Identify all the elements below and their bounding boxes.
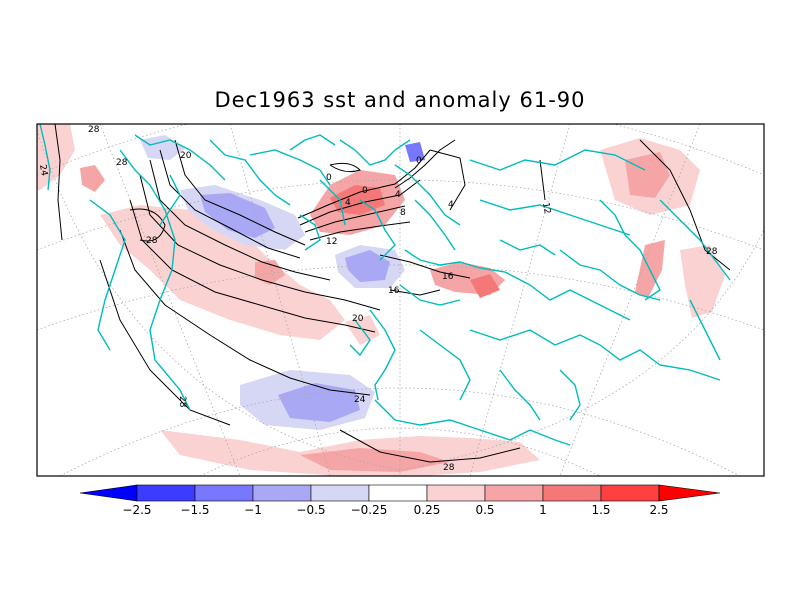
colorbar-box — [600, 484, 660, 502]
contour-label: 20 — [352, 314, 364, 324]
colorbar-left-arrow — [79, 484, 138, 502]
map-plot-area: 24 28 28 20 28 0 4 0 0 4 8 4 12 12 16 16… — [37, 124, 764, 476]
contour-label: 28 — [116, 158, 128, 168]
contour-label: 24 — [354, 395, 366, 405]
contour-label: 28 — [88, 125, 100, 135]
graticule — [37, 124, 764, 476]
contour-label: 4 — [448, 200, 454, 210]
contour-label: 0 — [362, 186, 368, 196]
map-frame — [36, 123, 765, 477]
colorbar-box — [368, 484, 428, 502]
colorbar-label: −1.5 — [180, 503, 209, 517]
colorbar-label: −0.25 — [351, 503, 388, 517]
contour-label: 4 — [395, 190, 401, 200]
colorbar-box — [194, 484, 254, 502]
colorbar-label: 0.5 — [475, 503, 494, 517]
contour-label: 20 — [180, 151, 192, 161]
negative-anomaly-shading — [140, 135, 425, 430]
contour-label: 0 — [416, 156, 422, 166]
colorbar-label: −1 — [244, 503, 262, 517]
colorbar-box — [542, 484, 602, 502]
colorbar-label: 1.5 — [591, 503, 610, 517]
contour-label: 12 — [540, 202, 552, 215]
contour-labels: 24 28 28 20 28 0 4 0 0 4 8 4 12 12 16 16… — [37, 125, 718, 473]
contour-label: 28 — [177, 396, 187, 408]
hemisphere-boundary — [37, 129, 764, 471]
contour-label: 0 — [326, 173, 332, 183]
colorbar-right-arrow — [658, 484, 721, 502]
colorbar-box — [484, 484, 544, 502]
sst-contours — [54, 124, 731, 463]
colorbar-label: 2.5 — [649, 503, 668, 517]
colorbar-box — [252, 484, 312, 502]
colorbar-label: 1 — [539, 503, 547, 517]
contour-label: 8 — [400, 208, 406, 218]
contour-label: 28 — [706, 247, 718, 257]
colorbar-box — [310, 484, 370, 502]
colorbar-box — [136, 484, 196, 502]
contour-label: 12 — [326, 237, 337, 247]
contour-label: 28 — [443, 463, 455, 473]
coastlines — [39, 124, 731, 446]
map-title: Dec1963 sst and anomaly 61-90 — [214, 88, 586, 112]
contour-label: 4 — [345, 198, 351, 208]
positive-anomaly-shading — [37, 124, 725, 476]
colorbar-box — [426, 484, 486, 502]
contour-label: 16 — [442, 272, 454, 282]
contour-label: 16 — [388, 286, 400, 296]
colorbar-label: −0.5 — [296, 503, 325, 517]
contour-label: 28 — [146, 236, 158, 246]
colorbar-label: 0.25 — [414, 503, 441, 517]
contour-label: 24 — [37, 164, 49, 177]
colorbar: −2.5 −1.5 −1 −0.5 −0.25 0.25 0.5 1 1.5 2… — [79, 484, 721, 517]
colorbar-label: −2.5 — [122, 503, 151, 517]
